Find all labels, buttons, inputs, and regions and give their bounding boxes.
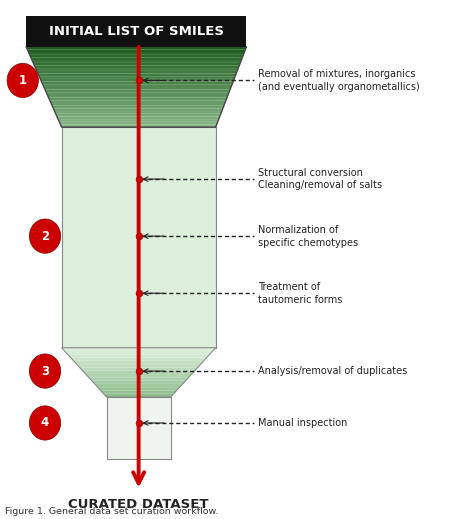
Circle shape [7, 63, 38, 98]
Polygon shape [48, 98, 227, 100]
Circle shape [29, 219, 61, 253]
Polygon shape [28, 52, 245, 54]
Polygon shape [31, 58, 242, 60]
Text: 2: 2 [41, 229, 49, 243]
Polygon shape [82, 371, 195, 374]
Polygon shape [86, 374, 191, 377]
Polygon shape [46, 92, 229, 95]
Polygon shape [62, 348, 216, 351]
Polygon shape [27, 49, 246, 52]
Polygon shape [61, 125, 217, 127]
Polygon shape [43, 84, 232, 87]
Circle shape [29, 406, 61, 440]
Text: Treatment of
tautomeric forms: Treatment of tautomeric forms [258, 282, 343, 305]
Polygon shape [91, 380, 186, 384]
Polygon shape [62, 127, 216, 348]
Text: 3: 3 [41, 364, 49, 378]
Polygon shape [89, 377, 189, 380]
Text: INITIAL LIST OF SMILES: INITIAL LIST OF SMILES [49, 24, 224, 38]
Polygon shape [56, 114, 221, 116]
Polygon shape [36, 68, 238, 71]
Text: Removal of mixtures, inorganics
(and eventually organometallics): Removal of mixtures, inorganics (and eve… [258, 69, 420, 92]
Text: 1: 1 [18, 74, 27, 87]
Polygon shape [47, 95, 228, 98]
Polygon shape [80, 367, 198, 371]
Polygon shape [77, 364, 201, 367]
Polygon shape [64, 351, 213, 354]
Polygon shape [33, 63, 240, 65]
Polygon shape [36, 71, 237, 74]
Polygon shape [54, 108, 223, 111]
Polygon shape [104, 394, 173, 397]
Polygon shape [38, 74, 236, 76]
Circle shape [29, 354, 61, 388]
Polygon shape [55, 111, 222, 114]
Text: 4: 4 [41, 416, 49, 430]
Polygon shape [34, 65, 239, 68]
Polygon shape [51, 103, 225, 106]
Polygon shape [71, 358, 207, 361]
Polygon shape [95, 384, 182, 387]
Polygon shape [39, 76, 235, 79]
Polygon shape [107, 397, 171, 459]
Text: Structural conversion
Cleaning/removal of salts: Structural conversion Cleaning/removal o… [258, 168, 383, 190]
Polygon shape [57, 116, 220, 119]
Text: CURATED DATASET: CURATED DATASET [68, 498, 209, 511]
Polygon shape [44, 87, 231, 90]
Polygon shape [50, 100, 226, 103]
Polygon shape [29, 54, 244, 58]
Polygon shape [40, 79, 234, 81]
Text: Manual inspection: Manual inspection [258, 418, 348, 428]
Polygon shape [42, 81, 233, 84]
Polygon shape [52, 106, 224, 108]
Polygon shape [98, 387, 180, 390]
Polygon shape [26, 16, 246, 47]
Polygon shape [45, 90, 230, 92]
Polygon shape [58, 119, 219, 122]
Polygon shape [100, 390, 177, 394]
Text: Figure 1. General data set curation workflow.: Figure 1. General data set curation work… [5, 508, 218, 516]
Text: Analysis/removal of duplicates: Analysis/removal of duplicates [258, 366, 408, 376]
Polygon shape [32, 60, 241, 63]
Polygon shape [73, 361, 204, 364]
Polygon shape [59, 122, 218, 125]
Polygon shape [68, 354, 210, 358]
Polygon shape [26, 47, 246, 49]
Text: Normalization of
specific chemotypes: Normalization of specific chemotypes [258, 225, 358, 248]
